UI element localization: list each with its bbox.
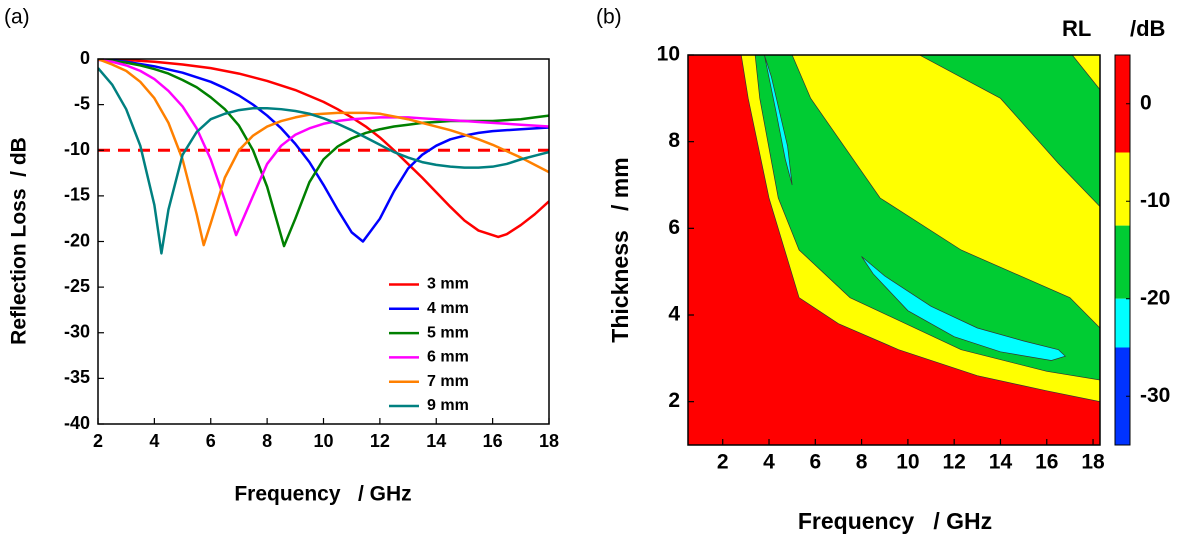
y-axis-label: Thickness / mm bbox=[607, 157, 633, 342]
y-axis-label: Reflection Loss / dB bbox=[8, 137, 31, 345]
colorbar-band bbox=[1115, 298, 1130, 348]
x-tick-label: 12 bbox=[943, 451, 966, 474]
series-line bbox=[98, 67, 549, 255]
x-axis-label: Frequency / GHz bbox=[234, 483, 411, 506]
legend-label: 3 mm bbox=[427, 276, 469, 293]
x-tick-label: 4 bbox=[763, 451, 775, 474]
y-tick-label: -20 bbox=[64, 230, 90, 250]
legend-label: 4 mm bbox=[427, 300, 469, 317]
x-tick-label: 2 bbox=[93, 431, 103, 451]
x-tick-label: 16 bbox=[1035, 451, 1058, 474]
y-tick-label: 0 bbox=[80, 48, 90, 68]
y-tick-label: 2 bbox=[668, 389, 680, 412]
contour-region bbox=[764, 55, 793, 186]
y-tick-label: -15 bbox=[64, 185, 90, 205]
x-tick-label: 10 bbox=[313, 431, 333, 451]
x-tick-label: 2 bbox=[717, 451, 729, 474]
plot-area bbox=[688, 55, 1100, 445]
colorbar-tick-label: -30 bbox=[1140, 384, 1170, 407]
y-tick-label: -35 bbox=[64, 367, 90, 387]
x-tick-label: 16 bbox=[483, 431, 503, 451]
x-tick-label: 6 bbox=[206, 431, 216, 451]
contour-region bbox=[919, 55, 1100, 208]
legend-label: 7 mm bbox=[427, 373, 469, 390]
legend-label: 6 mm bbox=[427, 349, 469, 366]
y-tick-label: -30 bbox=[64, 322, 90, 342]
plot-area bbox=[98, 59, 549, 255]
y-tick-label: 4 bbox=[668, 303, 680, 326]
y-tick-label: -5 bbox=[74, 93, 90, 113]
x-tick-label: 14 bbox=[426, 431, 446, 451]
panel-label: (a) bbox=[4, 6, 30, 29]
y-tick-label: -25 bbox=[64, 276, 90, 296]
x-tick-label: 6 bbox=[809, 451, 821, 474]
panel-label: (b) bbox=[596, 6, 622, 29]
y-tick-label: 8 bbox=[668, 129, 680, 152]
colorbar-tick-label: 0 bbox=[1140, 91, 1152, 114]
y-tick-label: -40 bbox=[64, 413, 90, 433]
series-line bbox=[98, 59, 549, 237]
x-tick-label: 18 bbox=[1081, 451, 1105, 474]
x-tick-label: 8 bbox=[856, 451, 868, 474]
contour-region bbox=[861, 256, 1066, 361]
x-tick-label: 10 bbox=[896, 451, 919, 474]
x-tick-label: 18 bbox=[539, 431, 559, 451]
colorbar-band bbox=[1115, 152, 1130, 226]
x-tick-label: 8 bbox=[262, 431, 272, 451]
x-tick-label: 14 bbox=[989, 451, 1013, 474]
colorbar-frame bbox=[1114, 54, 1131, 446]
contour-region bbox=[754, 55, 1100, 381]
colorbar-unit: /dB bbox=[1130, 16, 1165, 41]
legend-label: 5 mm bbox=[427, 324, 469, 341]
legend-label: 9 mm bbox=[427, 397, 469, 414]
x-tick-label: 4 bbox=[149, 431, 159, 451]
axes-frame bbox=[687, 54, 1101, 446]
colorbar-band bbox=[1115, 55, 1130, 153]
colorbar-title: RL bbox=[1062, 16, 1091, 41]
y-tick-label: -10 bbox=[64, 139, 90, 159]
series-line bbox=[98, 59, 549, 247]
series-line bbox=[98, 59, 549, 243]
x-axis-label: Frequency / GHz bbox=[798, 508, 992, 534]
y-tick-label: 6 bbox=[668, 216, 680, 239]
colorbar-band bbox=[1115, 347, 1130, 445]
contour-region bbox=[1071, 55, 1100, 91]
colorbar-tick-label: -10 bbox=[1140, 189, 1170, 212]
colorbar-band bbox=[1115, 225, 1130, 299]
colorbar-tick-label: -20 bbox=[1140, 286, 1170, 309]
x-tick-label: 12 bbox=[370, 431, 390, 451]
series-line bbox=[98, 59, 549, 239]
y-tick-label: 10 bbox=[657, 43, 680, 66]
